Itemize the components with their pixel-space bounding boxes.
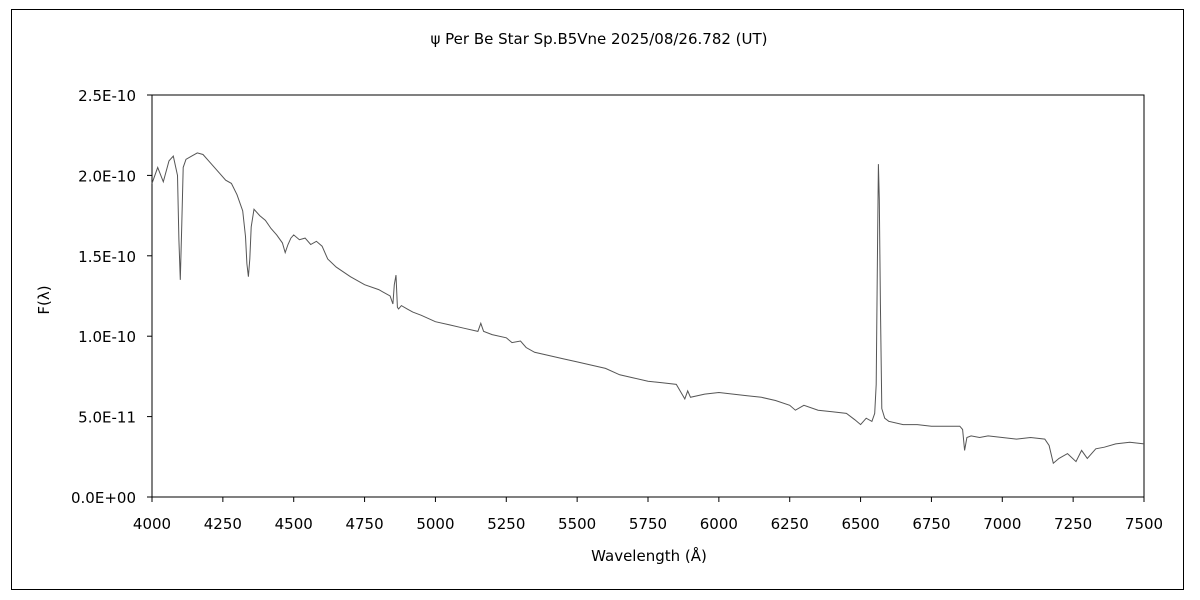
x-tick-label: 7250 xyxy=(1054,515,1092,533)
y-tick-label: 0.0E+00 xyxy=(71,489,136,507)
y-tick-label: 1.0E-10 xyxy=(78,328,136,346)
y-tick-label: 2.0E-10 xyxy=(78,167,136,185)
chart-title: ψ Per Be Star Sp.B5Vne 2025/08/26.782 (U… xyxy=(430,30,767,48)
x-tick-label: 5250 xyxy=(487,515,525,533)
y-tick-label: 2.5E-10 xyxy=(78,87,136,105)
x-tick-label: 4500 xyxy=(275,515,313,533)
y-tick-label: 1.5E-10 xyxy=(78,248,136,266)
y-axis-label: F(λ) xyxy=(35,285,53,314)
x-tick-label: 6500 xyxy=(841,515,879,533)
x-tick-label: 5500 xyxy=(558,515,596,533)
spectrum-line xyxy=(151,152,1145,465)
x-tick-label: 4000 xyxy=(133,515,171,533)
x-tick-label: 7000 xyxy=(983,515,1021,533)
x-tick-label: 6250 xyxy=(771,515,809,533)
x-tick-label: 5750 xyxy=(629,515,667,533)
x-tick-label: 5000 xyxy=(416,515,454,533)
x-tick-label: 7500 xyxy=(1125,515,1163,533)
x-tick-label: 6750 xyxy=(912,515,950,533)
y-axis: 0.0E+00 5.0E-11 1.0E-10 1.5E-10 2.0E-10 2.5E-… xyxy=(71,87,152,507)
y-tick-label: 5.0E-11 xyxy=(78,409,136,427)
x-axis-label: Wavelength (Å) xyxy=(591,546,707,565)
plot-area xyxy=(151,94,1145,498)
x-tick-label: 6000 xyxy=(700,515,738,533)
x-tick-label: 4250 xyxy=(204,515,242,533)
chart-frame xyxy=(11,9,1184,590)
x-axis: 4000 4250 4500 4750 5000 5250 5500 5750 6000 6250… xyxy=(133,497,1163,533)
x-tick-label: 4750 xyxy=(345,515,383,533)
